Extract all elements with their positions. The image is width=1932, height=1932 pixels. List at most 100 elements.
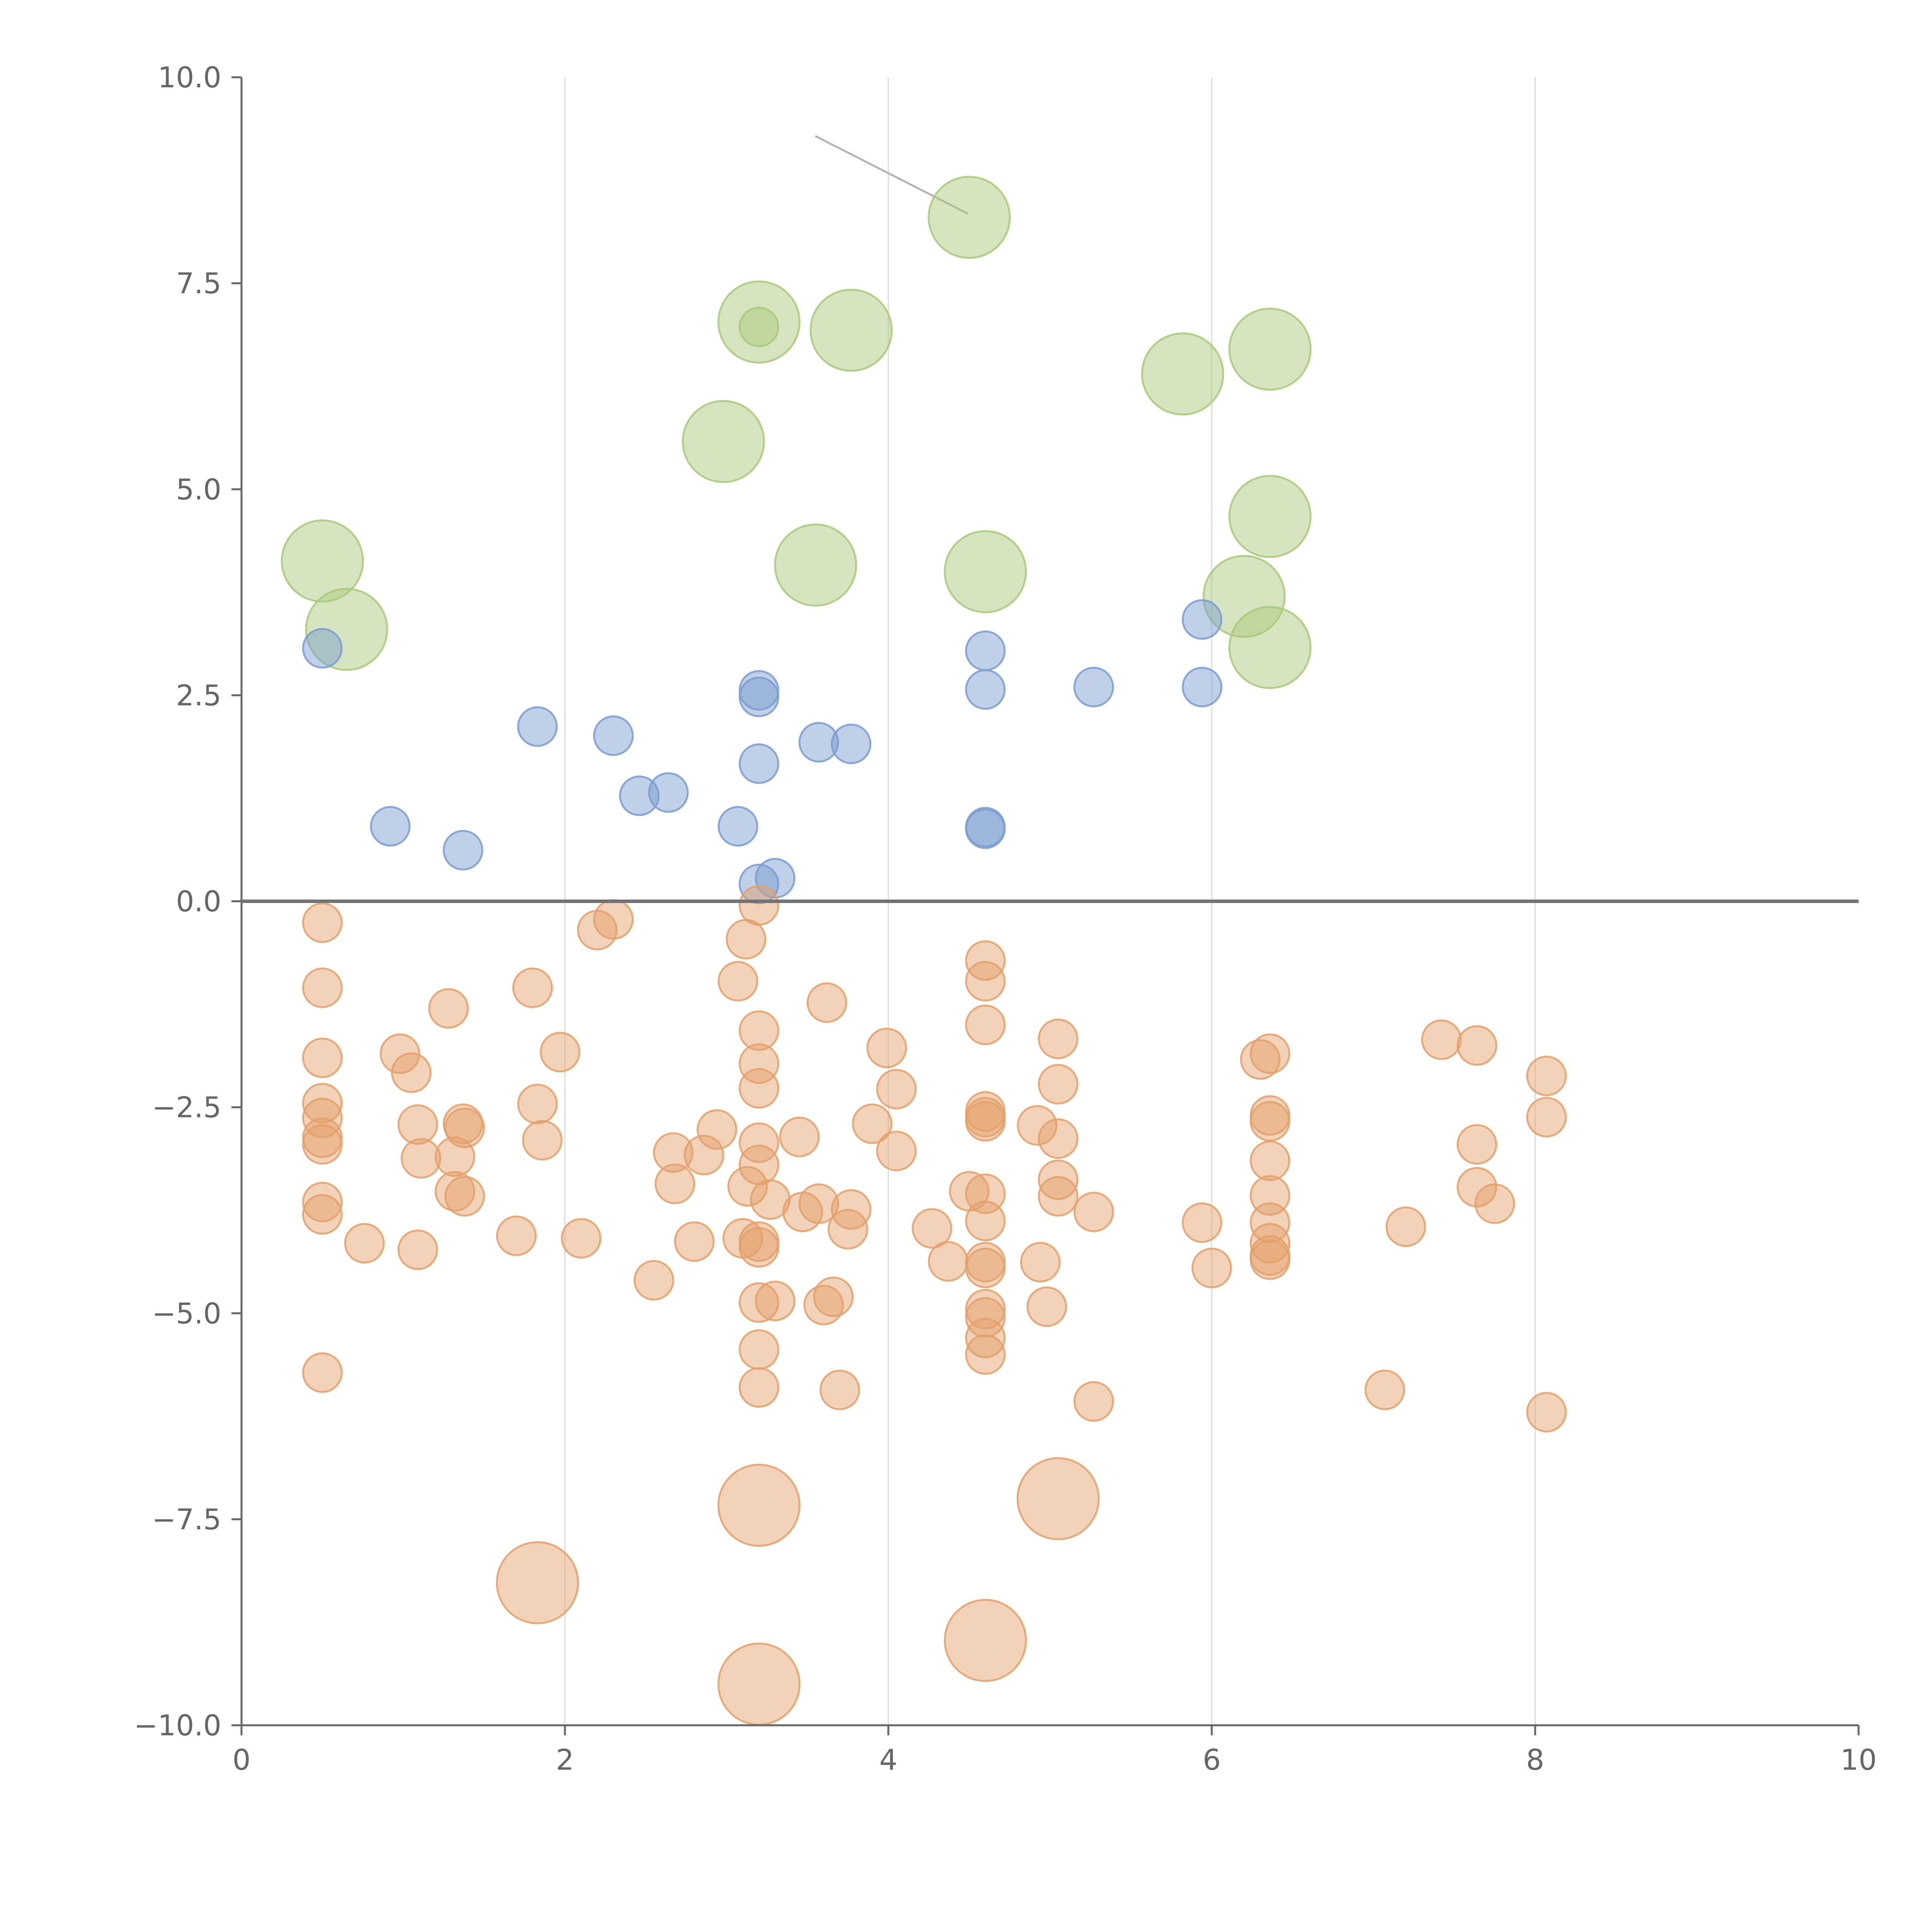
data-point-orange-3-33 — [674, 1221, 715, 1262]
data-point-blue-2-1 — [370, 806, 411, 847]
data-point-orange-3-31 — [653, 1132, 694, 1173]
data-point-orange-3-110 — [1456, 1167, 1497, 1208]
data-point-orange-3-62 — [852, 1103, 893, 1144]
data-point-green-0-5 — [682, 400, 765, 483]
y-tick-label: −5.0 — [152, 1297, 221, 1330]
data-point-blue-2-19 — [1073, 667, 1114, 707]
data-point-orange-3-51 — [750, 1179, 791, 1220]
data-point-orange-3-93 — [1182, 1202, 1223, 1243]
data-point-blue-2-4 — [593, 715, 634, 756]
data-point-orange-3-98 — [1250, 1101, 1291, 1142]
data-point-orange-3-14 — [397, 1230, 438, 1270]
data-point-orange-3-25 — [522, 1120, 563, 1161]
data-point-orange-3-84 — [1020, 1242, 1061, 1282]
data-point-orange-3-85 — [1026, 1286, 1067, 1327]
y-tick-label: 2.5 — [176, 679, 221, 712]
data-point-orange-3-74 — [965, 1101, 1006, 1142]
data-point-orange-3-76 — [965, 1201, 1006, 1242]
data-point-orange-3-107 — [1421, 1019, 1462, 1060]
data-point-orange-3-6 — [302, 1124, 343, 1165]
data-point-orange-3-1 — [302, 967, 343, 1008]
data-point-green-0-2 — [810, 289, 893, 372]
y-tick-label: 10.0 — [158, 61, 221, 94]
data-point-orange-3-92 — [1073, 1192, 1114, 1232]
data-point-orange-3-102 — [1250, 1223, 1291, 1264]
data-point-orange-3-96 — [1250, 1033, 1291, 1074]
data-point-orange-3-12 — [391, 1052, 432, 1093]
ticks-layer: 0 2 4 6 8 10 10.0 7.5 5.0 2.5 0.0 −2.5 −5.0 −7.5 −10.0 — [134, 61, 1877, 1777]
data-point-orange-3-23 — [512, 967, 553, 1008]
data-point-blue-2-16 — [965, 669, 1006, 710]
data-point-orange-3-111 — [1474, 1183, 1515, 1224]
data-point-blue-2-2 — [442, 830, 483, 871]
data-point-orange-3-69 — [965, 940, 1006, 981]
data-point-orange-3-112 — [1526, 1056, 1567, 1097]
data-point-orange-3-52 — [755, 1281, 796, 1321]
data-point-orange-3-16 — [428, 988, 469, 1029]
x-tick-label: 10 — [1840, 1743, 1877, 1777]
data-point-orange-3-39 — [727, 1166, 768, 1207]
data-point-orange-3-30 — [633, 1260, 674, 1301]
y-tick-label: −7.5 — [152, 1503, 221, 1536]
data-point-orange-4-2 — [496, 1541, 579, 1624]
data-point-green-0-11 — [305, 588, 388, 671]
data-point-orange-3-109 — [1456, 1124, 1497, 1165]
data-point-orange-4-0 — [717, 1464, 801, 1547]
data-point-orange-3-27 — [561, 1218, 602, 1259]
data-point-orange-3-49 — [738, 1329, 779, 1370]
leader-layer — [815, 135, 969, 215]
data-point-orange-3-81 — [965, 1318, 1006, 1359]
data-point-orange-3-86 — [1037, 1019, 1078, 1060]
data-point-blue-2-0 — [302, 628, 343, 669]
data-point-orange-3-114 — [1526, 1392, 1567, 1433]
data-point-orange-3-13 — [397, 1104, 438, 1145]
data-point-orange-3-55 — [798, 1183, 839, 1224]
data-point-orange-3-63 — [866, 1027, 907, 1068]
data-point-orange-3-48 — [738, 1282, 779, 1323]
data-point-green-0-6 — [1228, 475, 1312, 558]
data-point-orange-3-101 — [1250, 1202, 1291, 1243]
data-point-orange-3-50 — [738, 1367, 779, 1408]
data-point-orange-3-94 — [1191, 1248, 1232, 1288]
data-point-orange-3-78 — [965, 1248, 1006, 1288]
data-point-orange-3-105 — [1364, 1369, 1405, 1410]
data-point-orange-3-79 — [965, 1289, 1006, 1330]
data-point-orange-3-3 — [302, 1083, 343, 1124]
y-tick-label: 5.0 — [176, 473, 221, 506]
data-point-orange-3-106 — [1385, 1206, 1426, 1247]
data-point-orange-3-53 — [779, 1116, 820, 1157]
data-point-green-0-10 — [1202, 555, 1286, 638]
data-point-orange-3-21 — [444, 1176, 485, 1217]
data-point-orange-3-41 — [738, 1010, 779, 1051]
data-point-blue-2-7 — [718, 806, 759, 847]
data-point-orange-3-45 — [738, 1145, 779, 1185]
data-point-orange-3-36 — [718, 961, 759, 1002]
data-point-orange-3-42 — [738, 1043, 779, 1084]
data-point-orange-3-89 — [1037, 1159, 1078, 1200]
y-tick-label: −10.0 — [134, 1709, 221, 1742]
data-point-orange-3-24 — [517, 1083, 558, 1124]
data-point-orange-3-104 — [1250, 1239, 1291, 1280]
data-point-orange-3-90 — [1037, 1176, 1078, 1217]
data-point-orange-4-3 — [944, 1599, 1027, 1682]
data-point-orange-3-26 — [539, 1032, 580, 1073]
y-tick-label: 7.5 — [176, 267, 221, 300]
data-point-orange-3-15 — [401, 1138, 441, 1179]
data-point-blue-2-9 — [738, 677, 779, 718]
data-point-orange-3-57 — [806, 982, 847, 1023]
data-point-orange-3-9 — [302, 1352, 343, 1393]
data-point-orange-3-108 — [1456, 1025, 1497, 1066]
data-point-green-0-9 — [944, 530, 1027, 613]
x-tick-label: 4 — [879, 1743, 897, 1777]
data-point-green-0-12 — [1228, 606, 1312, 689]
data-point-orange-3-40 — [738, 885, 779, 926]
x-tick-label: 8 — [1526, 1743, 1544, 1777]
data-point-orange-3-8 — [302, 1194, 343, 1235]
data-point-orange-3-2 — [302, 1037, 343, 1078]
data-point-orange-3-59 — [819, 1369, 860, 1410]
data-point-green-0-3 — [1141, 332, 1225, 416]
y-tick-label: −2.5 — [152, 1091, 221, 1124]
data-point-orange-3-58 — [813, 1276, 854, 1317]
